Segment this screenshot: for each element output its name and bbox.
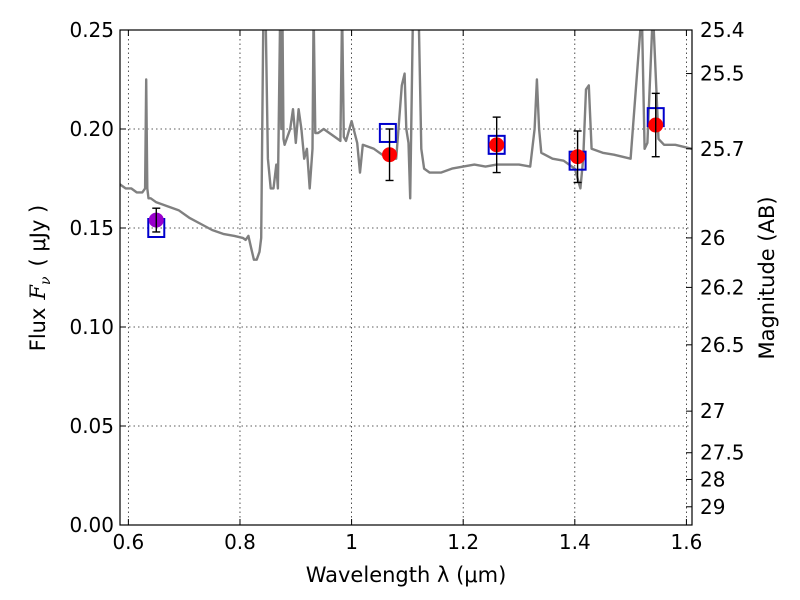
y-axis-label: FluxFν( μJy ) — [26, 205, 54, 351]
y2-tick-label: 27 — [700, 399, 725, 423]
y2-tick-label: 28 — [700, 467, 725, 491]
y-tick-label: 0.05 — [69, 414, 114, 438]
y-tick-label: 0.10 — [69, 315, 114, 339]
y2-axis-label: Magnitude (AB) — [755, 196, 779, 359]
y2-tick-label: 27.5 — [700, 441, 745, 465]
y-tick-label: 0.25 — [69, 18, 114, 42]
tick-labels: 0.6 0.8 1 1.2 1.4 1.6 0.00 0.05 0.10 0.15 0.20 0.25… — [69, 18, 744, 554]
y2-tick-label: 25.4 — [700, 18, 745, 42]
y2-tick-label: 26.5 — [700, 333, 745, 357]
y2-tick-label: 25.5 — [700, 62, 745, 86]
plot-frame — [119, 29, 693, 526]
points-layer — [147, 92, 665, 238]
x-tick-label: 0.6 — [112, 530, 144, 554]
y2-tick-label: 26 — [700, 226, 725, 250]
x-tick-label: 1.6 — [671, 530, 703, 554]
y2-tick-label: 26.2 — [700, 275, 745, 299]
y-tick-label: 0.20 — [69, 117, 114, 141]
y2-tick-label: 25.7 — [700, 137, 745, 161]
y-tick-label: 0.15 — [69, 216, 114, 240]
tick-marks — [120, 29, 692, 526]
x-tick-label: 0.8 — [224, 530, 256, 554]
y-tick-label: 0.00 — [69, 513, 114, 537]
y2-tick-label: 29 — [700, 495, 725, 519]
model-square-point — [378, 122, 397, 143]
x-tick-label: 1.4 — [559, 530, 591, 554]
x-tick-label: 1 — [345, 530, 358, 554]
x-axis-label: Wavelength λ (μm) — [306, 563, 507, 587]
spectrum-line — [120, 30, 692, 261]
spectrum-layer — [120, 30, 692, 261]
x-tick-label: 1.2 — [447, 530, 479, 554]
